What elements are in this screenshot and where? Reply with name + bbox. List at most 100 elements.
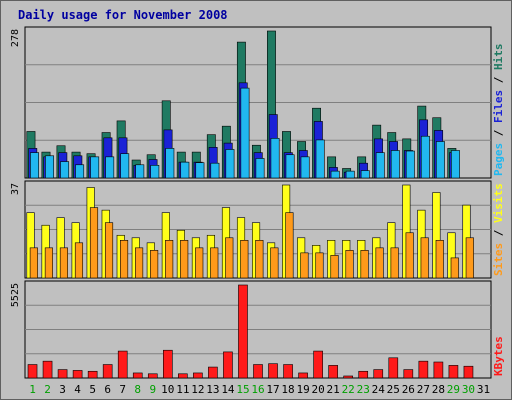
bar-kbytes-day-15	[238, 284, 248, 379]
bar-sites-day-27	[420, 237, 429, 279]
bar-sites-day-13	[210, 247, 219, 279]
bar-pages-day-4	[75, 164, 85, 179]
bar-kbytes-day-8	[132, 372, 143, 379]
bar-sites-day-29	[450, 257, 459, 279]
bar-kbytes-day-13	[208, 366, 218, 379]
bar-kbytes-day-27	[418, 360, 429, 379]
bar-kbytes-day-1	[27, 364, 38, 379]
bar-sites-day-21	[330, 255, 339, 279]
x-tick-label-day-16: 16	[251, 383, 264, 396]
bar-pages-day-23	[360, 170, 370, 179]
x-tick-label-day-29: 29	[447, 383, 460, 396]
legend-visits-sites: Sites / Visits	[492, 183, 505, 276]
bar-sites-day-3	[59, 247, 69, 279]
bar-pages-day-12	[195, 162, 205, 179]
bar-pages-day-2	[45, 155, 55, 179]
bar-kbytes-day-16	[253, 364, 263, 379]
x-tick-label-day-18: 18	[281, 383, 294, 396]
bar-kbytes-day-19	[298, 372, 308, 379]
bar-kbytes-day-25	[388, 357, 399, 379]
x-tick-label-day-23: 23	[357, 383, 370, 396]
x-tick-label-day-11: 11	[176, 383, 189, 396]
bar-kbytes-day-20	[313, 350, 323, 379]
bar-kbytes-day-5	[87, 370, 98, 379]
legend-item-pages: Pages	[492, 143, 505, 176]
x-tick-label-day-3: 3	[59, 383, 66, 396]
x-tick-label-day-17: 17	[266, 383, 279, 396]
ytick-label-visits-sites: 37	[10, 183, 21, 195]
bar-sites-day-14	[225, 237, 234, 279]
bar-sites-day-17	[270, 247, 279, 279]
bar-pages-day-19	[300, 156, 310, 179]
x-tick-label-day-26: 26	[402, 383, 415, 396]
chart-title: Daily usage for November 2008	[18, 8, 228, 22]
bar-sites-day-11	[180, 240, 189, 279]
x-tick-label-day-21: 21	[327, 383, 340, 396]
bar-sites-day-1	[29, 247, 38, 279]
bar-pages-day-24	[375, 152, 385, 179]
bar-sites-day-6	[104, 222, 114, 279]
bar-kbytes-day-24	[373, 369, 384, 379]
ytick-label-hits-files-pages: 278	[10, 29, 21, 47]
bar-sites-day-22	[345, 250, 354, 279]
bar-sites-day-8	[135, 247, 144, 279]
bar-sites-day-4	[74, 242, 84, 279]
bar-kbytes-day-18	[283, 364, 293, 379]
bar-sites-day-16	[255, 240, 264, 279]
bar-sites-day-24	[375, 247, 384, 279]
bar-pages-day-25	[390, 150, 400, 179]
bar-sites-day-19	[300, 252, 309, 279]
bar-pages-day-26	[405, 150, 415, 179]
bar-kbytes-day-9	[147, 373, 158, 379]
bar-pages-day-9	[150, 165, 160, 179]
x-tick-label-day-25: 25	[387, 383, 400, 396]
x-tick-label-day-20: 20	[312, 383, 325, 396]
bar-kbytes-day-30	[463, 365, 474, 379]
x-tick-label-day-22: 22	[342, 383, 355, 396]
bar-kbytes-day-26	[403, 369, 414, 379]
bar-pages-day-1	[30, 152, 39, 179]
ytick-label-kbytes: 5525	[10, 283, 21, 307]
bar-sites-day-20	[315, 252, 324, 279]
bar-kbytes-day-17	[268, 363, 278, 379]
bar-sites-day-25	[390, 247, 399, 279]
x-tick-label-day-1: 1	[29, 383, 36, 396]
x-tick-label-day-27: 27	[417, 383, 430, 396]
legend-kbytes: KBytes	[492, 336, 505, 376]
bar-kbytes-day-23	[358, 370, 369, 379]
bar-pages-day-7	[120, 153, 130, 179]
legend-item-kbytes: KBytes	[492, 336, 505, 376]
bar-kbytes-day-10	[163, 349, 173, 379]
bar-kbytes-day-11	[178, 373, 188, 379]
bar-pages-day-14	[225, 149, 235, 179]
bar-pages-day-6	[105, 156, 115, 179]
bar-sites-day-26	[405, 232, 414, 279]
legend-separator: /	[492, 223, 505, 243]
bar-pages-day-5	[90, 156, 100, 179]
bar-pages-day-27	[420, 135, 430, 179]
bar-pages-day-20	[315, 139, 325, 179]
x-tick-label-day-5: 5	[89, 383, 96, 396]
legend-item-hits: Hits	[492, 44, 505, 71]
bar-sites-day-12	[195, 247, 204, 279]
bar-pages-day-10	[165, 148, 175, 179]
x-tick-label-day-8: 8	[134, 383, 141, 396]
x-tick-label-day-19: 19	[296, 383, 309, 396]
bar-sites-day-5	[89, 207, 99, 279]
x-tick-label-day-6: 6	[104, 383, 111, 396]
x-tick-label-day-28: 28	[432, 383, 445, 396]
x-tick-label-day-15: 15	[236, 383, 249, 396]
bar-kbytes-day-6	[102, 364, 113, 379]
bar-pages-day-8	[135, 164, 145, 179]
bar-kbytes-day-2	[42, 360, 53, 379]
legend-item-visits: Visits	[492, 183, 505, 223]
bar-sites-day-15	[240, 240, 249, 279]
legend-item-sites: Sites	[492, 243, 505, 276]
bar-sites-day-10	[165, 240, 174, 279]
bar-kbytes-day-14	[223, 351, 233, 379]
bar-pages-day-16	[255, 158, 265, 179]
legend-item-files: Files	[492, 90, 505, 123]
bar-sites-day-30	[465, 237, 474, 279]
bar-pages-day-21	[330, 170, 340, 179]
